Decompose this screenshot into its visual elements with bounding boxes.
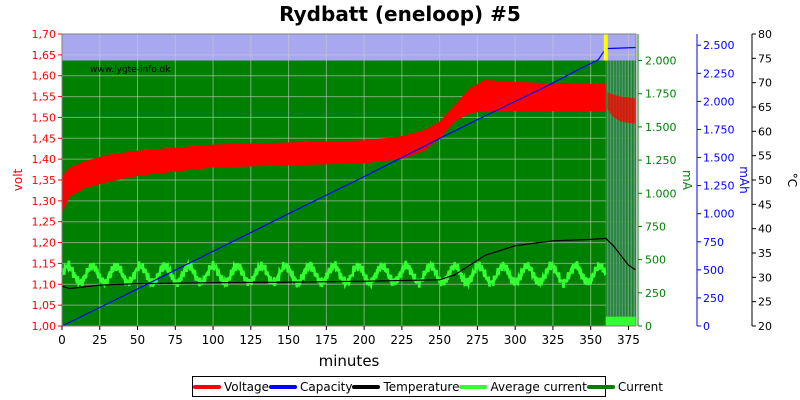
charge-end-marker xyxy=(603,34,608,61)
mA-axis-label: mA xyxy=(680,170,694,191)
legend-swatch-voltage xyxy=(193,384,221,389)
mA-tick-label: 1.250 xyxy=(645,154,677,167)
legend-item-average-current: Average current xyxy=(459,379,587,394)
legend-swatch-capacity xyxy=(269,384,298,389)
mAh-axis-label: mAh xyxy=(737,166,751,194)
mAh-tick-label: 500 xyxy=(703,264,724,277)
celsius-axis-label: °C xyxy=(785,173,799,187)
series-voltage-band xyxy=(62,79,606,214)
x-tick-label: 200 xyxy=(353,333,376,347)
mA-tick-label: 500 xyxy=(645,254,666,267)
celsius-tick-label: 65 xyxy=(758,101,772,114)
celsius-tick-label: 75 xyxy=(758,52,772,65)
mAh-tick-label: 250 xyxy=(703,292,724,305)
x-tick-label: 100 xyxy=(202,333,225,347)
volt-tick-label: 1,45 xyxy=(32,132,57,145)
x-axis-label: minutes xyxy=(319,352,380,370)
series-average-current-rest xyxy=(605,316,636,326)
legend-swatch-average-current xyxy=(459,384,488,389)
legend: Voltage Capacity Temperature Average cur… xyxy=(192,376,663,397)
series-average-current-line xyxy=(60,258,607,290)
mAh-tick-label: 2.250 xyxy=(703,67,735,80)
x-tick-label: 0 xyxy=(58,333,66,347)
mAh-tick-label: 1.750 xyxy=(703,123,735,136)
volt-tick-label: 1,10 xyxy=(32,278,57,291)
x-tick-label: 175 xyxy=(315,333,338,347)
x-tick-label: 50 xyxy=(130,333,145,347)
x-tick-label: 275 xyxy=(466,333,489,347)
volt-tick-label: 1,00 xyxy=(32,320,57,333)
volt-tick-label: 1,20 xyxy=(32,237,57,250)
volt-tick-label: 1,40 xyxy=(32,153,57,166)
celsius-tick-label: 70 xyxy=(758,77,772,90)
volt-tick-label: 1,35 xyxy=(32,174,57,187)
mAh-tick-label: 2.500 xyxy=(703,39,735,52)
mAh-tick-label: 1.250 xyxy=(703,180,735,193)
volt-tick-label: 1,50 xyxy=(32,111,57,124)
celsius-tick-label: 45 xyxy=(758,198,772,211)
legend-item-temperature: Temperature xyxy=(352,380,459,394)
volt-tick-label: 1,30 xyxy=(32,195,57,208)
legend-item-capacity: Capacity xyxy=(269,380,352,394)
celsius-tick-label: 55 xyxy=(758,150,772,163)
legend-label-current: Current xyxy=(617,379,663,394)
volt-tick-label: 1,25 xyxy=(32,216,57,229)
legend-label-capacity: Capacity xyxy=(300,379,353,394)
mAh-tick-label: 2.000 xyxy=(703,95,735,108)
legend-label-voltage: Voltage xyxy=(224,379,270,394)
mAh-tick-label: 750 xyxy=(703,236,724,249)
series-temperature-line xyxy=(61,237,637,290)
watermark: www.lygte-info.dk xyxy=(90,65,171,75)
x-tick-label: 125 xyxy=(239,333,262,347)
mAh-tick-label: 1.500 xyxy=(703,152,735,165)
series-voltage-rest-band xyxy=(607,92,636,124)
volt-tick-label: 1,15 xyxy=(32,257,57,270)
celsius-tick-label: 35 xyxy=(758,247,772,260)
mAh-tick-label: 0 xyxy=(703,320,710,333)
volt-tick-label: 1,65 xyxy=(32,49,57,62)
celsius-tick-label: 25 xyxy=(758,296,772,309)
x-tick-label: 300 xyxy=(504,333,527,347)
volt-tick-label: 1,55 xyxy=(32,91,57,104)
mA-tick-label: 1.000 xyxy=(645,187,677,200)
legend-label-temperature: Temperature xyxy=(383,379,460,394)
volt-tick-label: 1,60 xyxy=(32,70,57,83)
legend-swatch-temperature xyxy=(352,384,381,389)
legend-item-current: Current xyxy=(586,379,663,394)
mA-tick-label: 0 xyxy=(645,320,652,333)
x-tick-label: 375 xyxy=(617,333,640,347)
volt-tick-label: 1,05 xyxy=(32,299,57,312)
legend-label-average-current: Average current xyxy=(490,379,587,394)
mA-tick-label: 1.500 xyxy=(645,121,677,134)
celsius-tick-label: 40 xyxy=(758,223,772,236)
chart-title: Rydbatt (eneloop) #5 xyxy=(279,2,521,26)
x-tick-label: 325 xyxy=(541,333,564,347)
mAh-tick-label: 1.000 xyxy=(703,208,735,221)
legend-item-voltage: Voltage xyxy=(193,380,269,394)
mA-tick-label: 250 xyxy=(645,287,666,300)
series-capacity-line xyxy=(61,46,637,327)
mA-tick-label: 2.000 xyxy=(645,55,677,68)
x-tick-label: 225 xyxy=(390,333,413,347)
volt-tick-label: 1,70 xyxy=(32,28,57,41)
x-tick-label: 150 xyxy=(277,333,300,347)
x-tick-label: 75 xyxy=(168,333,183,347)
celsius-tick-label: 60 xyxy=(758,125,772,138)
mA-tick-label: 1.750 xyxy=(645,88,677,101)
celsius-tick-label: 30 xyxy=(758,271,772,284)
x-tick-label: 250 xyxy=(428,333,451,347)
legend-swatch-current xyxy=(586,384,615,389)
celsius-tick-label: 50 xyxy=(758,174,772,187)
x-tick-label: 25 xyxy=(92,333,107,347)
x-tick-label: 350 xyxy=(579,333,602,347)
celsius-tick-label: 20 xyxy=(758,320,772,333)
celsius-tick-label: 80 xyxy=(758,28,772,41)
volt-axis-label: volt xyxy=(11,168,25,191)
mA-tick-label: 750 xyxy=(645,220,666,233)
